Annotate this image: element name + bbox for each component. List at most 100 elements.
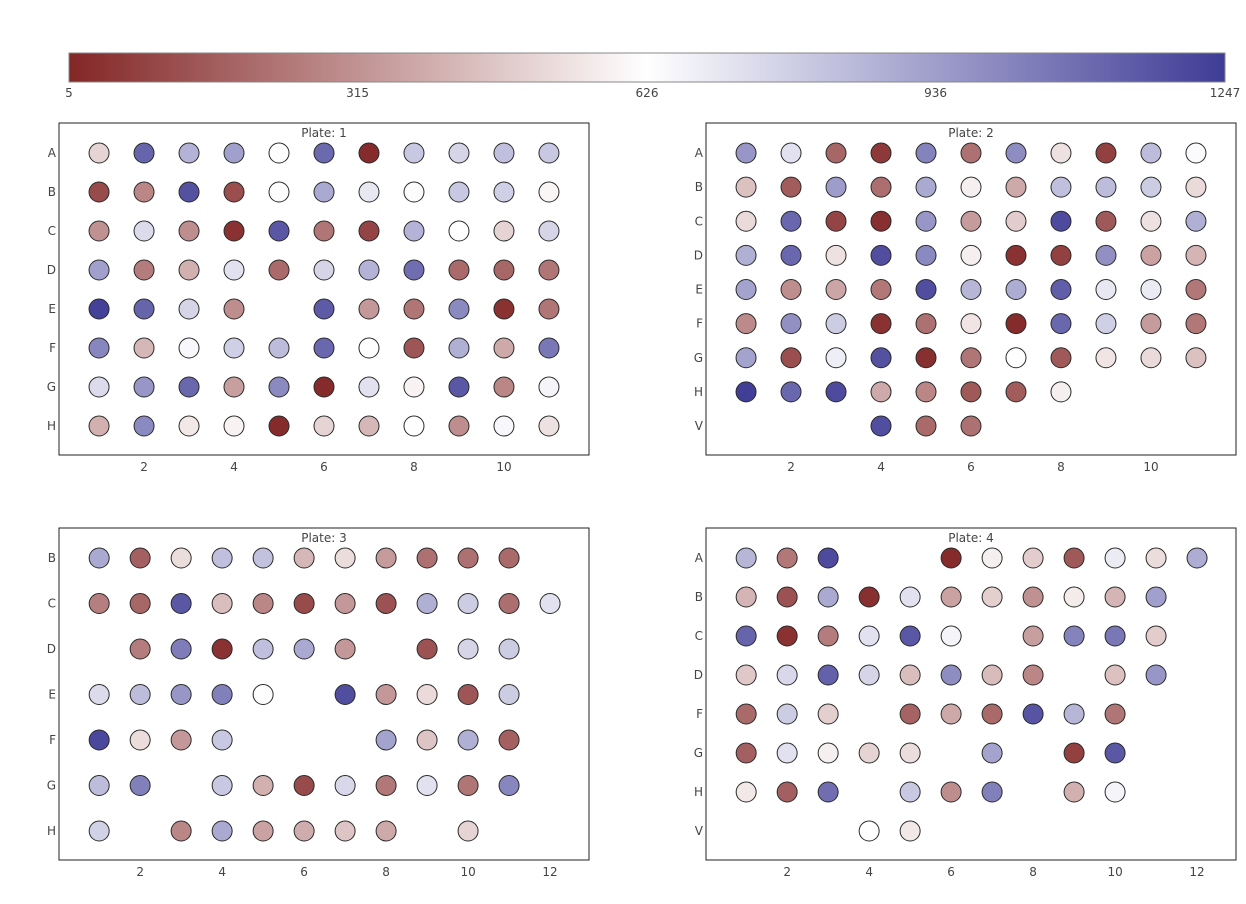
well-E1[interactable]: E1: 1230 [88, 298, 110, 320]
well-C1[interactable]: C1: 310 [88, 220, 110, 242]
well-H3[interactable]: H3: 1090 [817, 781, 839, 803]
well-E9[interactable]: E9: 1000 [448, 298, 470, 320]
well-A3[interactable]: A3: 870 [178, 142, 200, 164]
well-B10[interactable]: B10: 220 [457, 547, 479, 569]
well-A9[interactable]: A9: 150 [1063, 547, 1085, 569]
well-F5[interactable]: F5: 180 [899, 703, 921, 725]
well-G6[interactable]: G6: 230 [960, 347, 982, 369]
well-D2[interactable]: D2: 250 [129, 638, 151, 660]
well-E2[interactable]: E2: 300 [780, 279, 802, 300]
well-D4[interactable]: D4: 40 [211, 638, 233, 660]
well-C7[interactable]: C7: 90 [358, 220, 380, 242]
well-E3[interactable]: E3: 370 [825, 279, 847, 300]
well-G4[interactable]: G4: 350 [223, 376, 245, 398]
well-E7[interactable]: E7: 330 [358, 298, 380, 320]
well-F10[interactable]: F10: 880 [457, 729, 479, 751]
well-E10[interactable]: E10: 140 [457, 684, 479, 705]
well-H5[interactable]: H5: 20 [268, 415, 290, 437]
well-B11[interactable]: B11: 930 [1145, 586, 1167, 608]
well-F3[interactable]: F3: 790 [825, 313, 847, 335]
well-B9[interactable]: B9: 220 [416, 547, 438, 569]
well-C6[interactable]: C6: 110 [293, 593, 315, 614]
well-C2[interactable]: C2: 740 [133, 220, 155, 242]
well-D5[interactable]: D5: 830 [252, 638, 274, 660]
well-D11[interactable]: D11: 230 [538, 259, 560, 281]
well-A5[interactable]: A5: 630 [268, 142, 290, 164]
well-D1[interactable]: D1: 470 [735, 664, 757, 686]
well-D11[interactable]: D11: 410 [1185, 244, 1207, 266]
well-F2[interactable]: F2: 790 [776, 703, 798, 725]
well-C6[interactable]: C6: 660 [940, 625, 962, 647]
well-A6[interactable]: A6: 20 [940, 547, 962, 569]
well-H6[interactable]: H6: 500 [313, 415, 335, 437]
well-V5[interactable]: V5: 560 [899, 820, 921, 842]
well-C4[interactable]: C4: 440 [211, 593, 233, 614]
well-E11[interactable]: E11: 230 [538, 298, 560, 320]
well-H9[interactable]: H9: 300 [448, 415, 470, 437]
well-G8[interactable]: G8: 590 [403, 376, 425, 398]
well-D11[interactable]: D11: 790 [498, 638, 520, 660]
well-B1[interactable]: B1: 110 [88, 181, 110, 203]
well-C9[interactable]: C9: 626 [448, 220, 470, 242]
well-E2[interactable]: E2: 840 [129, 684, 151, 705]
well-A11[interactable]: A11: 800 [538, 142, 560, 164]
well-G8[interactable]: G8: 240 [375, 775, 397, 796]
well-E8[interactable]: E8: 330 [375, 684, 397, 705]
well-B9[interactable]: B9: 570 [1063, 586, 1085, 608]
well-C9[interactable]: C9: 880 [416, 593, 438, 614]
well-H6[interactable]: H6: 390 [293, 820, 315, 842]
well-B7[interactable]: B7: 380 [1005, 176, 1027, 198]
well-E3[interactable]: E3: 960 [170, 684, 192, 705]
well-G2[interactable]: G2: 120 [780, 347, 802, 369]
well-V4[interactable]: V4: 626 [858, 820, 880, 842]
well-F8[interactable]: F8: 920 [375, 729, 397, 751]
well-A4[interactable]: A4: 60 [870, 142, 892, 164]
well-E9[interactable]: E9: 520 [416, 684, 438, 705]
well-G5[interactable]: G5: 400 [252, 775, 274, 796]
well-H6[interactable]: H6: 150 [960, 381, 982, 403]
well-E7[interactable]: E7: 1190 [334, 684, 356, 705]
well-G7[interactable]: G7: 920 [981, 742, 1003, 764]
well-C10[interactable]: C10: 790 [457, 593, 479, 614]
well-B2[interactable]: B2: 160 [780, 176, 802, 198]
well-G11[interactable]: G11: 1010 [498, 775, 520, 796]
well-C4[interactable]: C4: 720 [858, 625, 880, 647]
well-F7[interactable]: F7: 630 [358, 337, 380, 359]
well-C10[interactable]: C10: 1060 [1104, 625, 1126, 647]
well-F4[interactable]: F4: 780 [223, 337, 245, 359]
well-C9[interactable]: C9: 1020 [1063, 625, 1085, 647]
well-C11[interactable]: C11: 880 [1185, 210, 1207, 232]
well-C5[interactable]: C5: 1160 [268, 220, 290, 242]
well-F5[interactable]: F5: 220 [915, 313, 937, 335]
well-H1[interactable]: H1: 560 [735, 781, 757, 803]
well-B3[interactable]: B3: 940 [825, 176, 847, 198]
well-E5[interactable]: E5: 1190 [915, 279, 937, 300]
well-F6[interactable]: F6: 1110 [313, 337, 335, 359]
well-F10[interactable]: F10: 340 [1140, 313, 1162, 335]
well-G4[interactable]: G4: 500 [858, 742, 880, 764]
well-H7[interactable]: H7: 420 [358, 415, 380, 437]
well-H9[interactable]: H9: 400 [1063, 781, 1085, 803]
well-F7[interactable]: F7: 200 [981, 703, 1003, 725]
well-A10[interactable]: A10: 690 [1104, 547, 1126, 569]
well-C10[interactable]: C10: 500 [493, 220, 515, 242]
well-G10[interactable]: G10: 230 [457, 775, 479, 796]
well-B3[interactable]: B3: 530 [170, 547, 192, 569]
well-C10[interactable]: C10: 540 [1140, 210, 1162, 232]
well-A2[interactable]: A2: 1120 [133, 142, 155, 164]
well-G4[interactable]: G4: 800 [211, 775, 233, 796]
well-V6[interactable]: V6: 220 [960, 415, 982, 437]
well-C2[interactable]: C2: 1110 [780, 210, 802, 232]
well-E9[interactable]: E9: 700 [1095, 279, 1117, 300]
well-B4[interactable]: B4: 120 [223, 181, 245, 203]
well-A9[interactable]: A9: 760 [448, 142, 470, 164]
well-F8[interactable]: F8: 1110 [1050, 313, 1072, 335]
well-F9[interactable]: F9: 880 [448, 337, 470, 359]
well-B2[interactable]: B2: 170 [129, 547, 151, 569]
well-B10[interactable]: B10: 790 [1140, 176, 1162, 198]
well-G8[interactable]: G8: 150 [1050, 347, 1072, 369]
well-F11[interactable]: F11: 170 [498, 729, 520, 751]
well-F2[interactable]: F2: 980 [780, 313, 802, 335]
well-C11[interactable]: C11: 480 [1145, 625, 1167, 647]
well-F1[interactable]: F1: 1010 [88, 337, 110, 359]
